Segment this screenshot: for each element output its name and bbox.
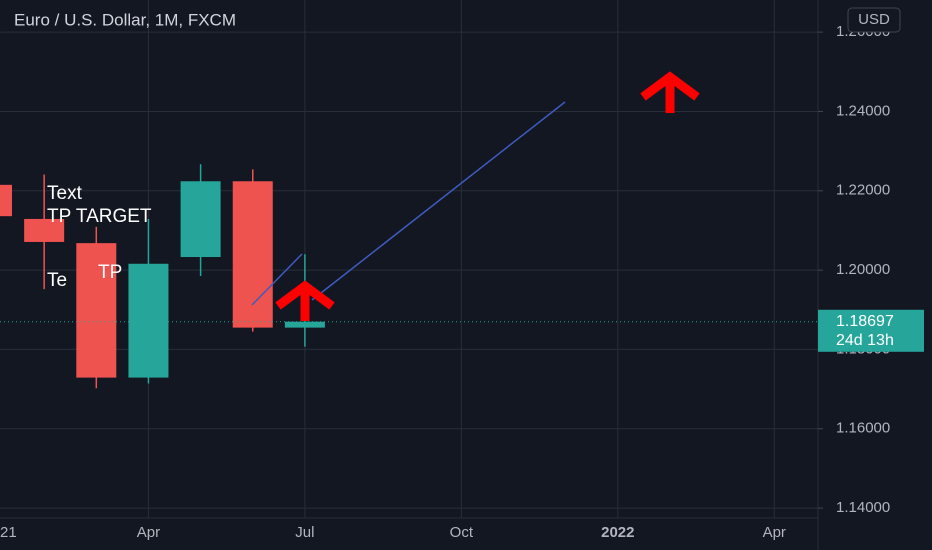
candle-body	[76, 243, 117, 378]
y-tick-label: 1.20000	[836, 261, 890, 278]
trend-line	[311, 101, 566, 301]
x-tick-label: Oct	[450, 524, 474, 541]
candle-body	[0, 184, 12, 217]
annotation: Text	[47, 183, 83, 204]
last-price-box	[818, 309, 924, 352]
currency-button[interactable]	[847, 7, 901, 33]
candle-body	[232, 181, 273, 328]
x-tick-label: Apr	[137, 524, 160, 541]
y-tick-label: 1.14000	[836, 499, 890, 516]
annotation: Te	[47, 270, 67, 291]
chart-title: Euro / U.S. Dollar, 1M, FXCM	[14, 10, 236, 29]
annotation: TP TARGET	[47, 206, 152, 227]
x-tick-label: Jul	[295, 524, 314, 541]
trend-line	[251, 253, 303, 306]
candle-body	[128, 263, 169, 378]
arrow-head	[640, 71, 700, 101]
candle-body	[180, 181, 221, 258]
y-tick-label: 1.24000	[836, 102, 890, 119]
currency[interactable]: USD	[858, 11, 890, 28]
x-tick-label: 21	[0, 524, 17, 541]
x-tick-label: 2022	[601, 524, 634, 541]
countdown: 24d 13h	[836, 332, 894, 349]
arrow-head	[275, 280, 335, 310]
arrow-up	[640, 71, 700, 113]
candles	[0, 164, 818, 389]
arrow-up	[275, 280, 335, 321]
candle-body	[284, 321, 325, 328]
axes: 1.140001.160001.180001.200001.220001.240…	[0, 23, 924, 541]
candle-body	[24, 218, 65, 242]
y-tick-label: 1.22000	[836, 182, 890, 199]
x-tick-label: Apr	[763, 524, 786, 541]
y-tick-label: 1.16000	[836, 420, 890, 437]
annotation: TP	[98, 262, 122, 283]
last-price-label: 1.18697	[836, 313, 894, 330]
